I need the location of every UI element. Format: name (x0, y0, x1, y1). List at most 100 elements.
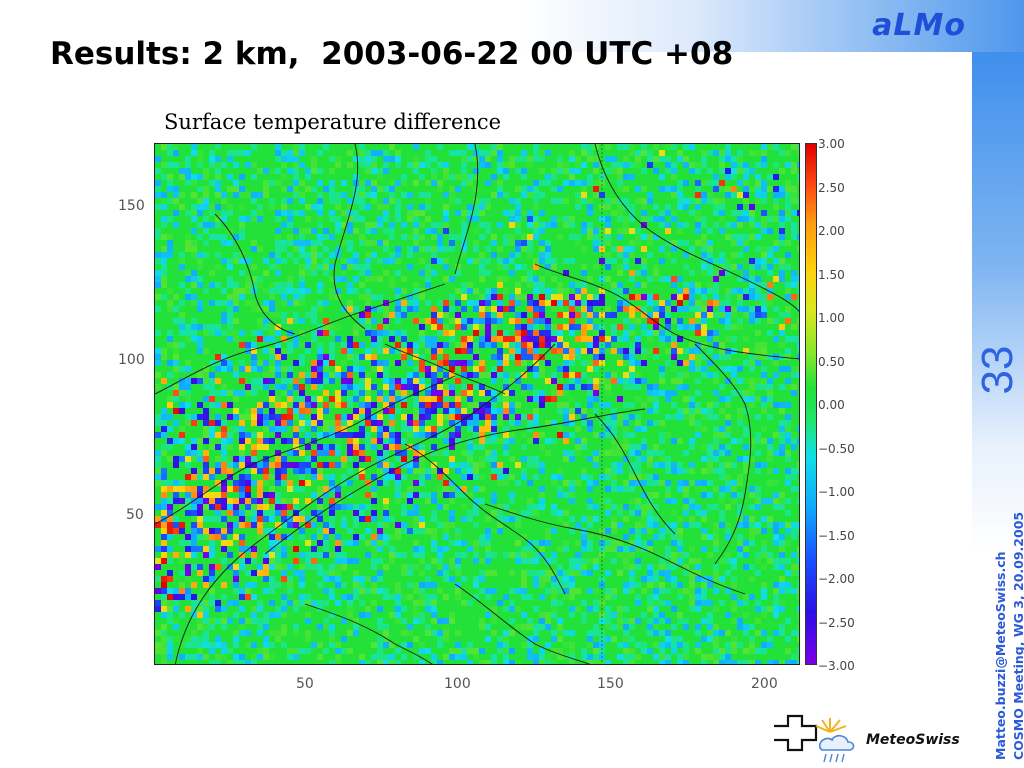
heatmap-cell (635, 282, 641, 288)
heatmap-cell (395, 588, 401, 594)
heatmap-cell (317, 408, 323, 414)
heatmap-cell (695, 282, 701, 288)
heatmap-cell (647, 156, 653, 162)
heatmap-cell (695, 576, 701, 582)
heatmap-cell (515, 606, 521, 612)
heatmap-cell (581, 558, 587, 564)
heatmap-cell (731, 594, 737, 600)
heatmap-cell (617, 606, 623, 612)
heatmap-cell (485, 414, 491, 420)
heatmap-cell (257, 384, 263, 390)
heatmap-cell (191, 486, 197, 492)
heatmap-cell (365, 588, 371, 594)
heatmap-cell (779, 276, 785, 282)
heatmap-cell (707, 582, 713, 588)
heatmap-cell (443, 360, 449, 366)
heatmap-cell (161, 468, 167, 474)
heatmap-cell (359, 216, 365, 222)
heatmap-cell (719, 204, 725, 210)
heatmap-cell (497, 648, 503, 654)
heatmap-cell (539, 222, 545, 228)
heatmap-cell (185, 168, 191, 174)
heatmap-cell (173, 186, 179, 192)
heatmap-cell (659, 618, 665, 624)
heatmap-cell (395, 582, 401, 588)
heatmap-cell (491, 402, 497, 408)
heatmap-cell (611, 462, 617, 468)
heatmap-cell (227, 456, 233, 462)
heatmap-cell (647, 498, 653, 504)
heatmap-cell (263, 474, 269, 480)
heatmap-cell (653, 624, 659, 630)
heatmap-cell (371, 492, 377, 498)
heatmap-cell (155, 642, 161, 648)
heatmap-cell (359, 186, 365, 192)
heatmap-cell (797, 438, 799, 444)
heatmap-cell (395, 378, 401, 384)
heatmap-cell (743, 216, 749, 222)
heatmap-cell (215, 366, 221, 372)
heatmap-cell (371, 414, 377, 420)
heatmap-cell (581, 336, 587, 342)
heatmap-cell (725, 462, 731, 468)
heatmap-cell (593, 330, 599, 336)
heatmap-cell (329, 342, 335, 348)
heatmap-cell (395, 294, 401, 300)
heatmap-cell (767, 252, 773, 258)
heatmap-cell (167, 240, 173, 246)
heatmap-cell (317, 492, 323, 498)
heatmap-cell (401, 354, 407, 360)
heatmap-cell (683, 642, 689, 648)
heatmap-cell (719, 474, 725, 480)
heatmap-cell (743, 432, 749, 438)
heatmap-cell (773, 558, 779, 564)
heatmap-cell (677, 636, 683, 642)
heatmap-cell (371, 180, 377, 186)
heatmap-cell (605, 570, 611, 576)
heatmap-cell (665, 396, 671, 402)
heatmap-cell (491, 432, 497, 438)
heatmap-cell (755, 258, 761, 264)
heatmap-cell (773, 402, 779, 408)
heatmap-cell (323, 474, 329, 480)
heatmap-cell (155, 576, 161, 582)
heatmap-cell (779, 264, 785, 270)
heatmap-cell (791, 324, 797, 330)
heatmap-cell (461, 342, 467, 348)
heatmap-cell (791, 372, 797, 378)
heatmap-cell (293, 444, 299, 450)
heatmap-cell (701, 234, 707, 240)
heatmap-cell (491, 342, 497, 348)
heatmap-cell (215, 492, 221, 498)
heatmap-cell (713, 372, 719, 378)
heatmap-cell (647, 396, 653, 402)
heatmap-cell (719, 444, 725, 450)
heatmap-cell (551, 558, 557, 564)
heatmap-cell (749, 222, 755, 228)
heatmap-cell (263, 642, 269, 648)
heatmap-cell (713, 210, 719, 216)
heatmap-cell (785, 432, 791, 438)
heatmap-cell (539, 276, 545, 282)
heatmap-cell (413, 240, 419, 246)
heatmap-cell (641, 168, 647, 174)
heatmap-svg (155, 144, 799, 664)
heatmap-cell (467, 402, 473, 408)
heatmap-cell (263, 558, 269, 564)
heatmap-cell (347, 198, 353, 204)
heatmap-cell (527, 276, 533, 282)
heatmap-cell (485, 270, 491, 276)
heatmap-cell (455, 288, 461, 294)
heatmap-cell (617, 228, 623, 234)
heatmap-cell (779, 432, 785, 438)
heatmap-cell (779, 498, 785, 504)
heatmap-cell (299, 480, 305, 486)
heatmap-cell (299, 330, 305, 336)
heatmap-cell (455, 492, 461, 498)
heatmap-cell (347, 528, 353, 534)
heatmap-cell (767, 522, 773, 528)
heatmap-cell (221, 582, 227, 588)
heatmap-cell (545, 288, 551, 294)
heatmap-cell (647, 294, 653, 300)
heatmap-cell (677, 180, 683, 186)
